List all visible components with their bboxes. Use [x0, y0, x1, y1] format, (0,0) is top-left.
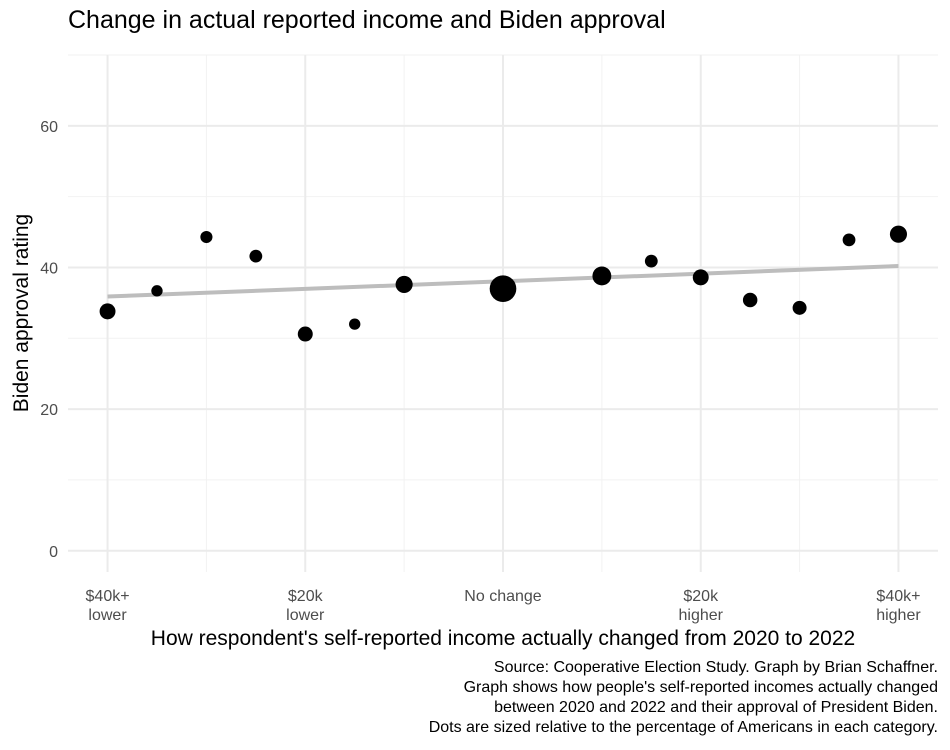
x-tick-label-line: $20k — [683, 588, 719, 605]
data-point — [889, 225, 908, 243]
grid-layer — [68, 54, 938, 572]
x-tick-label: $40k+ higher — [876, 588, 921, 624]
data-point — [792, 300, 807, 315]
y-tick-label: 60 — [40, 119, 58, 136]
caption-line: Source: Cooperative Election Study. Grap… — [493, 659, 938, 676]
caption: Source: Cooperative Election Study. Grap… — [429, 658, 938, 738]
data-point — [742, 292, 758, 308]
x-axis-label: How respondent's self-reported income ac… — [151, 627, 855, 650]
data-point — [151, 285, 163, 297]
data-point — [489, 275, 517, 303]
data-point — [842, 233, 856, 247]
data-point — [592, 266, 612, 286]
data-point — [249, 249, 263, 263]
x-tick-label-line: lower — [88, 607, 127, 624]
x-tick-label-line: higher — [876, 607, 921, 624]
data-point — [297, 326, 313, 342]
x-tick-label: No change — [464, 588, 541, 605]
x-tick-label: $20k higher — [678, 588, 723, 624]
chart-title: Change in actual reported income and Bid… — [68, 6, 666, 34]
data-point — [644, 254, 658, 268]
x-tick-label-line: lower — [286, 607, 325, 624]
x-tick-label-line: No change — [464, 588, 541, 605]
data-point — [692, 269, 709, 286]
x-tick-label: $20k lower — [286, 588, 325, 624]
data-point — [349, 318, 361, 330]
caption-line: Graph shows how people's self-reported i… — [463, 679, 938, 696]
points-layer — [99, 225, 908, 342]
y-tick-label: 20 — [40, 402, 58, 419]
y-tick-label: 0 — [49, 544, 58, 561]
caption-line: Dots are sized relative to the percentag… — [428, 719, 938, 736]
y-axis-label: Biden approval rating — [10, 214, 33, 412]
data-point — [200, 230, 213, 244]
data-point — [395, 275, 413, 294]
data-point — [99, 303, 116, 320]
x-tick-label-line: $40k+ — [86, 588, 130, 605]
caption-line: between 2020 and 2022 and their approval… — [494, 699, 938, 716]
x-tick-label-line: $20k — [288, 588, 324, 605]
x-tick-label: $40k+ lower — [86, 588, 130, 624]
y-tick-label: 40 — [40, 260, 58, 277]
x-tick-label-line: $40k+ — [876, 588, 920, 605]
x-tick-label-line: higher — [678, 607, 723, 624]
y-axis-ticks: 0 20 40 60 — [40, 119, 58, 561]
